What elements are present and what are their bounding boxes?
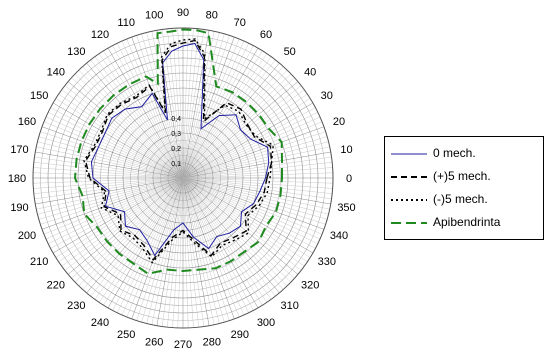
legend-swatch-minus5-mech bbox=[391, 195, 429, 205]
angle-tick-label: 60 bbox=[260, 29, 272, 41]
legend-item-0-mech: 0 mech. bbox=[391, 145, 541, 163]
angle-tick-label: 180 bbox=[8, 173, 26, 185]
legend-label-0-mech: 0 mech. bbox=[433, 146, 476, 160]
grid-spoke bbox=[183, 178, 310, 257]
legend-item-minus5-mech: (-)5 mech. bbox=[391, 191, 541, 209]
grid-spoke bbox=[95, 57, 183, 178]
grid-spoke bbox=[183, 51, 262, 178]
radial-tick-label: 0,2 bbox=[171, 146, 181, 153]
angle-tick-label: 90 bbox=[177, 7, 189, 19]
angle-tick-label: 70 bbox=[234, 17, 246, 29]
grid-spoke bbox=[183, 29, 204, 178]
angle-tick-label: 250 bbox=[117, 329, 135, 341]
radial-tick-label: 0,3 bbox=[171, 131, 181, 138]
angle-tick-label: 330 bbox=[318, 256, 336, 268]
legend-swatch-plus5-mech bbox=[391, 172, 429, 182]
angle-tick-label: 210 bbox=[30, 256, 48, 268]
angle-tick-label: 280 bbox=[203, 337, 221, 349]
legend-swatch-apibendrinta bbox=[391, 218, 429, 228]
polar-grid bbox=[33, 28, 333, 328]
legend: 0 mech. (+)5 mech. (-)5 mech. Apibendrin… bbox=[384, 136, 544, 240]
angle-tick-label: 200 bbox=[18, 230, 36, 242]
angle-tick-label: 80 bbox=[206, 10, 218, 22]
grid-spoke bbox=[108, 178, 183, 308]
angle-tick-label: 140 bbox=[47, 66, 65, 78]
angle-tick-label: 50 bbox=[284, 46, 296, 58]
angle-tick-label: 0 bbox=[346, 173, 352, 185]
grid-spoke bbox=[56, 178, 183, 257]
angle-tick-label: 270 bbox=[174, 339, 192, 351]
grid-spoke bbox=[183, 178, 204, 327]
angle-tick-label: 310 bbox=[281, 300, 299, 312]
grid-spoke bbox=[56, 99, 183, 178]
grid-spoke bbox=[183, 90, 304, 178]
angle-tick-label: 20 bbox=[333, 116, 345, 128]
angle-tick-label: 160 bbox=[18, 116, 36, 128]
grid-spoke bbox=[183, 157, 332, 178]
grid-spoke bbox=[65, 178, 183, 270]
angle-tick-label: 100 bbox=[145, 10, 163, 22]
legend-label-plus5-mech: (+)5 mech. bbox=[433, 169, 491, 183]
angle-tick-label: 320 bbox=[301, 280, 319, 292]
angle-tick-label: 290 bbox=[231, 329, 249, 341]
grid-spoke bbox=[183, 178, 262, 305]
polar-chart: 0 10 20 30 40 50 60 70 80 90 100 110 120 130140 150 160… bbox=[0, 0, 380, 362]
legend-label-minus5-mech: (-)5 mech. bbox=[433, 192, 488, 206]
grid-spoke bbox=[34, 178, 183, 199]
radial-tick-label: 0,1 bbox=[171, 161, 181, 168]
legend-label-apibendrinta: Apibendrinta bbox=[433, 215, 500, 229]
angle-tick-label: 350 bbox=[337, 202, 355, 214]
angle-tick-label: 110 bbox=[117, 17, 135, 29]
grid-spoke bbox=[53, 178, 183, 253]
grid-spoke bbox=[91, 60, 183, 178]
grid-spoke bbox=[183, 57, 271, 178]
grid-spoke bbox=[183, 103, 313, 178]
angle-tick-label: 170 bbox=[10, 144, 28, 156]
angle-tick-label: 10 bbox=[340, 144, 352, 156]
grid-spoke bbox=[104, 178, 183, 305]
angle-tick-label: 300 bbox=[257, 317, 275, 329]
grid-spoke bbox=[162, 178, 183, 327]
angle-tick-label: 190 bbox=[10, 202, 28, 214]
angle-tick-label: 240 bbox=[91, 317, 109, 329]
angle-tick-label: 30 bbox=[321, 90, 333, 102]
angle-tick-label: 40 bbox=[304, 66, 316, 78]
angle-tick-label: 220 bbox=[47, 280, 65, 292]
legend-swatch-0-mech bbox=[391, 149, 429, 159]
grid-spoke bbox=[104, 51, 183, 178]
grid-spoke bbox=[34, 157, 183, 178]
angle-tick-label: 260 bbox=[145, 337, 163, 349]
angle-tick-label: 120 bbox=[91, 29, 109, 41]
grid-spoke bbox=[183, 178, 301, 270]
legend-item-plus5-mech: (+)5 mech. bbox=[391, 168, 541, 186]
radial-tick-label: 0,4 bbox=[171, 116, 181, 123]
grid-spoke bbox=[183, 48, 258, 178]
angle-tick-label: 340 bbox=[330, 230, 348, 242]
angle-tick-label: 150 bbox=[30, 90, 48, 102]
angle-tick-label: 230 bbox=[67, 300, 85, 312]
angle-tick-label: 130 bbox=[67, 46, 85, 58]
legend-item-apibendrinta: Apibendrinta bbox=[391, 214, 541, 232]
